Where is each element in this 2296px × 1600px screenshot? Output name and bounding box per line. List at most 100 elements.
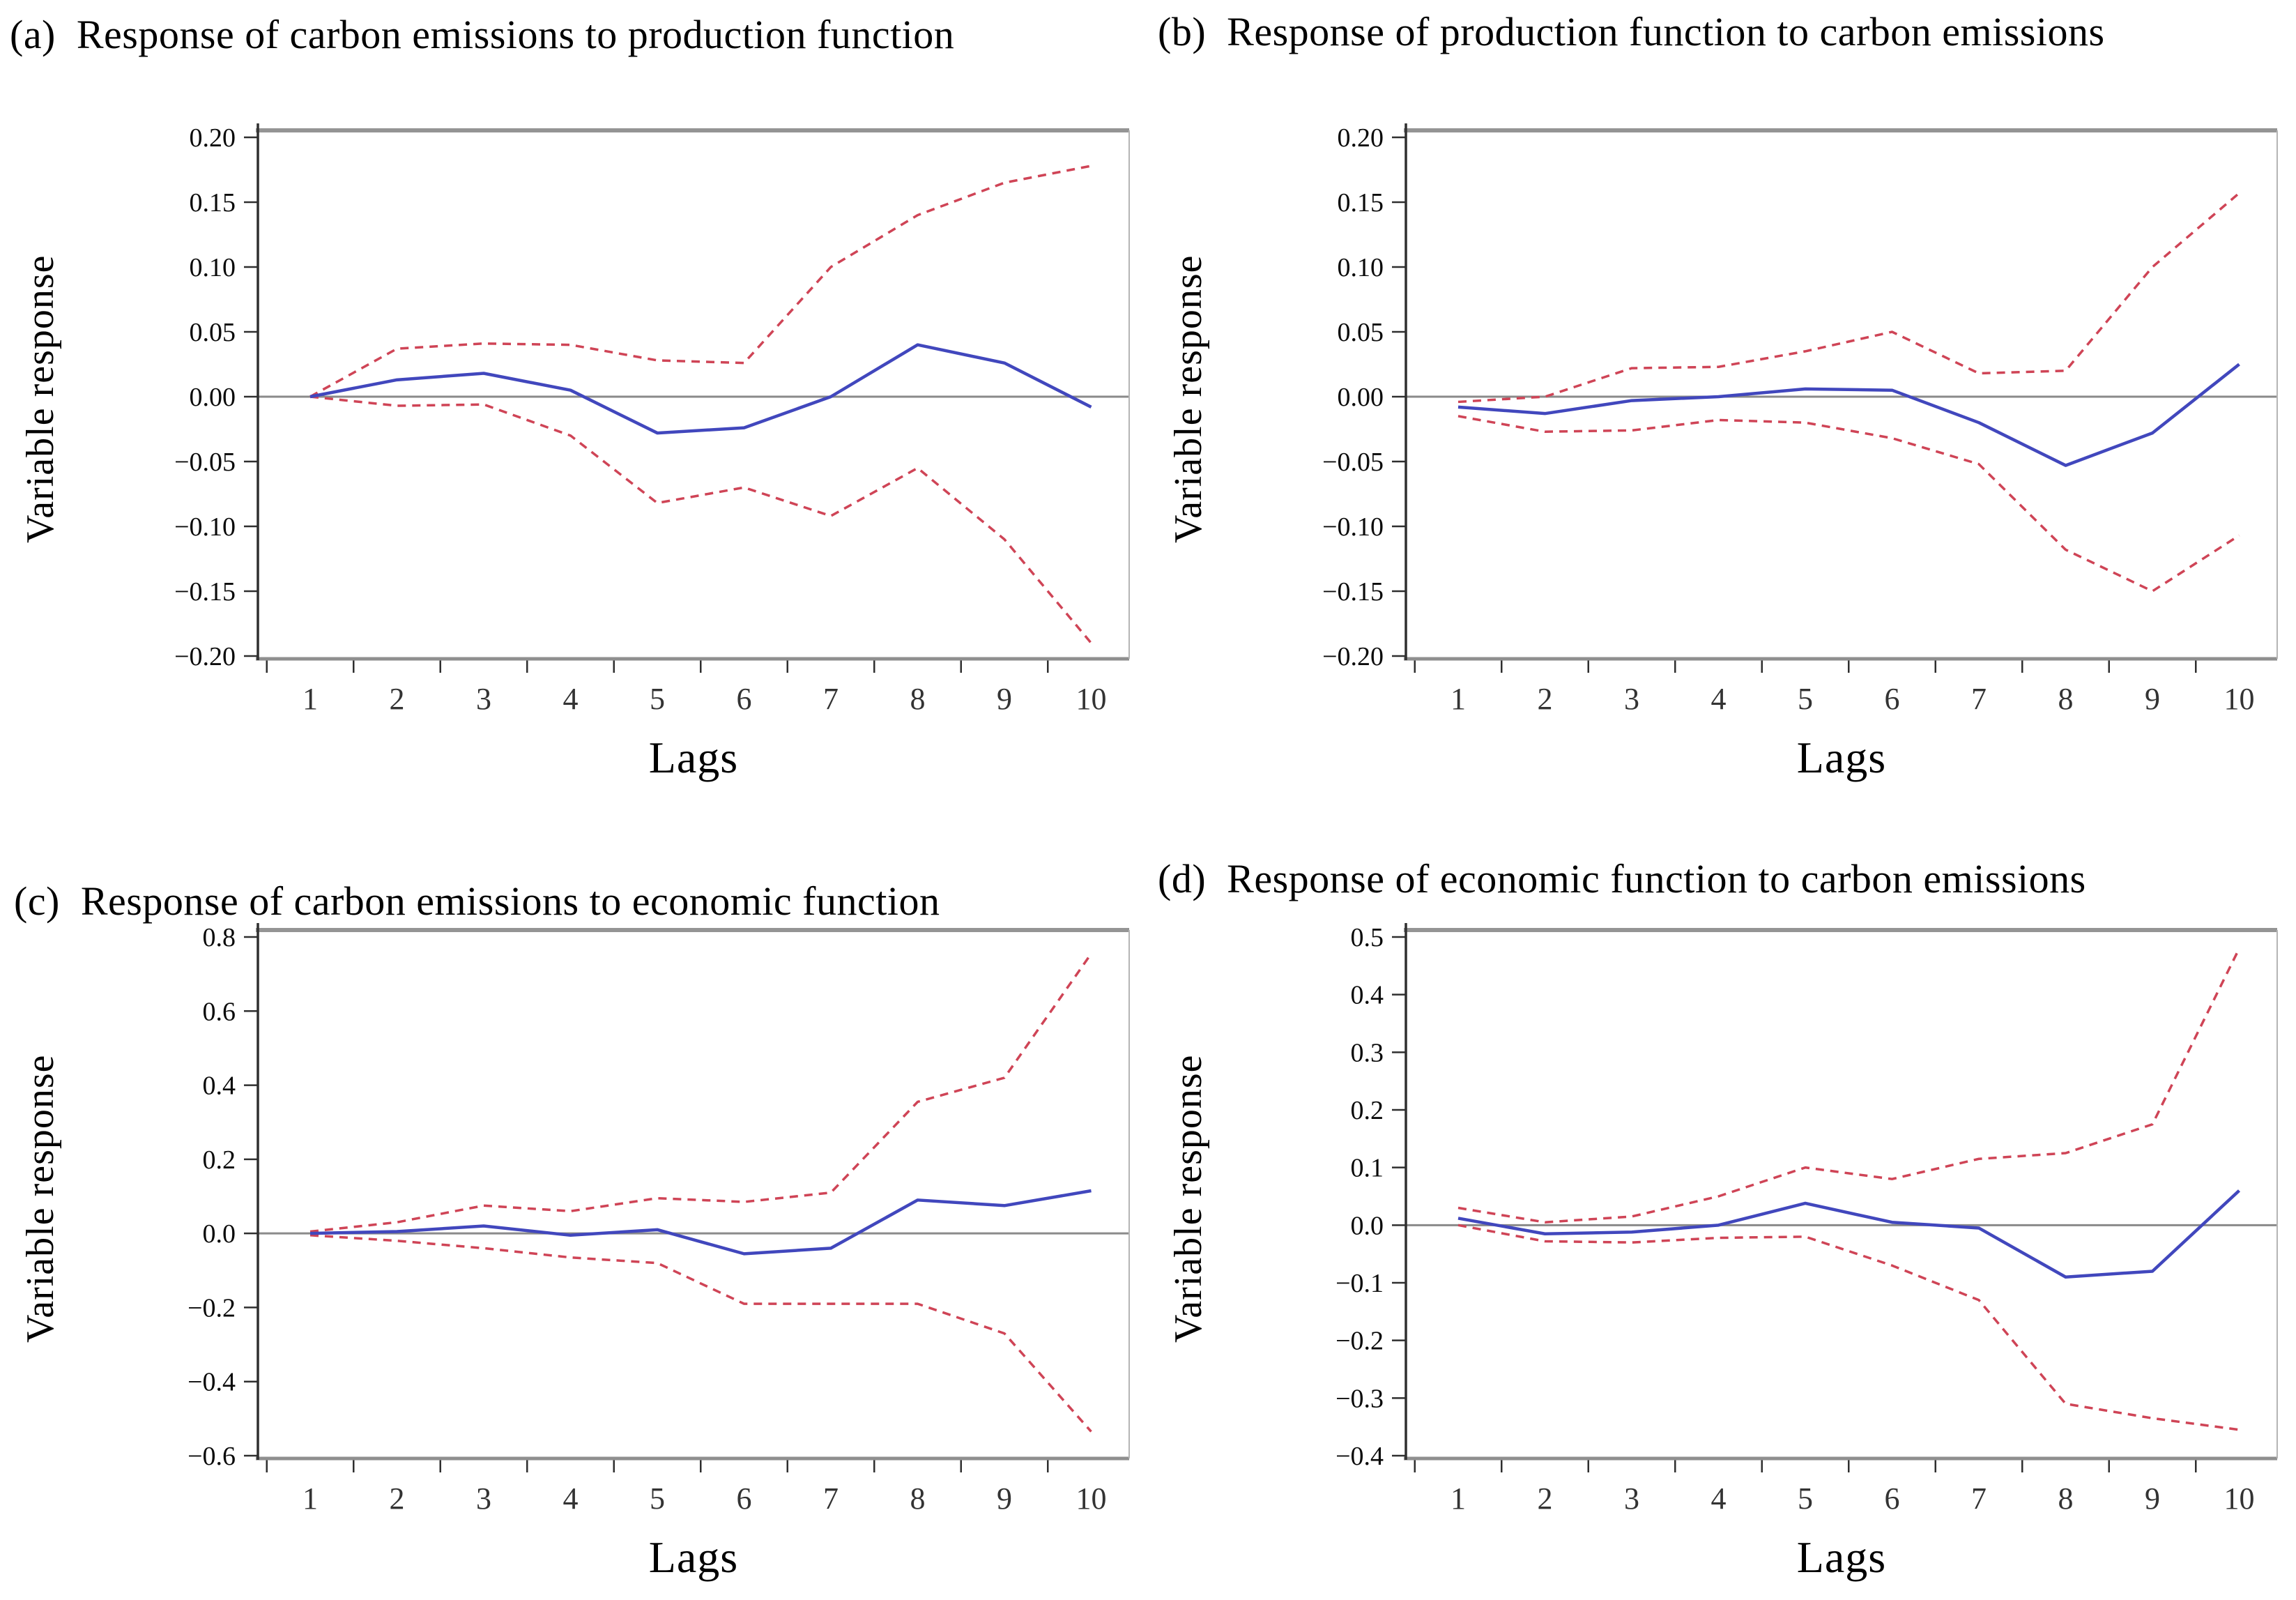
response-line: [1457, 1189, 2241, 1279]
upper-confidence-band-line: [1457, 947, 2241, 1224]
y-tick-label: −0.15: [1322, 577, 1384, 607]
panel-label-c: (c): [14, 878, 60, 924]
x-tick-label: 7: [1971, 682, 1987, 716]
chart-canvas-d: 0.5 0.4 0.3 0.2 0.1 0.0 −0.1 −0.2 −0.3 −0.4 1 2 3 4 5 6…: [1335, 923, 2278, 1516]
lower-confidence-band-line: [309, 1234, 1092, 1433]
x-tick-label: 5: [1798, 1481, 1813, 1516]
x-tick-label: 6: [737, 1481, 752, 1516]
y-tick-label: −0.10: [174, 512, 236, 542]
y-tick-label: 0.05: [190, 318, 236, 347]
panel-title-text-d: Response of economic function to carbon …: [1227, 856, 2086, 901]
panel-label-a: (a): [10, 12, 56, 57]
x-tick-label: 7: [1971, 1481, 1987, 1516]
x-tick-label: 3: [476, 682, 491, 716]
x-tick-label: 2: [390, 682, 405, 716]
y-tick-label: −0.20: [1322, 642, 1384, 671]
y-tick-label: 0.4: [1351, 981, 1384, 1010]
y-tick-label: 0.00: [190, 383, 236, 412]
upper-confidence-band-line: [309, 952, 1092, 1233]
x-axis-title-b: Lags: [1796, 733, 1887, 782]
y-tick-label: 0.0: [1351, 1211, 1384, 1240]
upper-confidence-band-line: [1457, 192, 2240, 404]
x-tick-label: 3: [476, 1481, 491, 1516]
y-tick-label: 0.00: [1338, 383, 1384, 412]
lower-confidence-band-line: [1457, 1224, 2240, 1431]
x-tick-label: 10: [2224, 682, 2255, 716]
chart-title-d: (d) Response of economic function to carb…: [1158, 855, 2086, 902]
x-tick-label: 2: [1538, 682, 1553, 716]
panel-label-d: (d): [1158, 856, 1207, 901]
x-axis-title-c: Lags: [648, 1532, 739, 1582]
x-tick-label: 1: [1451, 1481, 1466, 1516]
x-tick-label: 1: [303, 1481, 318, 1516]
y-tick-label: 0.6: [203, 997, 236, 1026]
y-tick-label: 0.4: [203, 1072, 236, 1101]
response-line: [309, 1189, 1092, 1256]
x-tick-label: 2: [1538, 1481, 1553, 1516]
y-tick-label: −0.2: [1335, 1327, 1384, 1356]
y-tick-label: −0.6: [187, 1442, 236, 1471]
chart-canvas-a: 0.20 0.15 0.10 0.05 0.00 −0.05 −0.10 −0.15 −0.20…: [174, 123, 1130, 716]
x-tick-label: 2: [390, 1481, 405, 1516]
y-tick-label: 0.15: [190, 188, 236, 218]
x-axis-title-d: Lags: [1796, 1532, 1887, 1582]
response-line: [1457, 363, 2240, 467]
y-tick-label: 0.15: [1338, 188, 1384, 218]
y-tick-label: 0.2: [203, 1145, 236, 1175]
panel-b: (b) Response of production function to ca…: [1148, 0, 2296, 800]
x-tick-label: 6: [1885, 682, 1900, 716]
x-tick-label: 7: [823, 1481, 839, 1516]
chart-canvas-b: 0.20 0.15 0.10 0.05 0.00 −0.05 −0.10 −0.15 −0.20…: [1322, 123, 2278, 716]
y-tick-label: −0.15: [174, 577, 236, 607]
x-tick-label: 3: [1624, 682, 1639, 716]
lower-confidence-band-line: [309, 395, 1092, 644]
y-tick-label: −0.10: [1322, 512, 1384, 542]
x-tick-label: 8: [910, 682, 926, 716]
panel-a: (a) Response of carbon emissions to produ…: [0, 0, 1148, 800]
x-tick-label: 4: [1711, 1481, 1727, 1516]
x-tick-label: 7: [823, 682, 839, 716]
x-axis-title-a: Lags: [648, 733, 739, 782]
y-tick-label: 0.05: [1338, 318, 1384, 347]
y-tick-label: −0.05: [1322, 448, 1384, 477]
x-tick-label: 8: [2058, 682, 2074, 716]
panel-title-text-c: Response of carbon emissions to economic…: [80, 878, 940, 924]
x-tick-label: 9: [2145, 682, 2160, 716]
y-tick-label: 0.10: [190, 253, 236, 282]
y-tick-label: −0.4: [187, 1368, 236, 1397]
x-tick-label: 4: [563, 1481, 579, 1516]
y-tick-label: 0.10: [1338, 253, 1384, 282]
x-tick-label: 1: [303, 682, 318, 716]
x-tick-label: 10: [1076, 1481, 1107, 1516]
x-tick-label: 4: [563, 682, 579, 716]
x-tick-label: 10: [2224, 1481, 2255, 1516]
panel-c: (c) Response of carbon emissions to econo…: [0, 800, 1148, 1599]
x-tick-label: 1: [1451, 682, 1466, 716]
y-tick-label: 0.0: [203, 1219, 236, 1249]
y-tick-label: −0.20: [174, 642, 236, 671]
x-tick-label: 5: [650, 682, 665, 716]
panel-d: (d) Response of economic function to carb…: [1148, 800, 2296, 1599]
chart-title-b: (b) Response of production function to ca…: [1158, 8, 2105, 55]
y-tick-label: −0.1: [1335, 1269, 1384, 1298]
y-tick-label: 0.3: [1351, 1038, 1384, 1067]
upper-confidence-band-line: [309, 165, 1092, 398]
y-tick-label: −0.4: [1335, 1442, 1384, 1471]
y-tick-label: 0.20: [190, 123, 236, 153]
y-tick-label: 0.20: [1338, 123, 1384, 153]
x-tick-label: 3: [1624, 1481, 1639, 1516]
chart-canvas-c: 0.8 0.6 0.4 0.2 0.0 −0.2 −0.4 −0.6 1 2 3 4 5 6 7 8 9 10: [187, 923, 1130, 1516]
x-tick-label: 10: [1076, 682, 1107, 716]
x-tick-label: 4: [1711, 682, 1727, 716]
x-tick-label: 5: [1798, 682, 1813, 716]
response-line: [309, 343, 1092, 435]
x-tick-label: 6: [1885, 1481, 1900, 1516]
y-tick-label: −0.2: [187, 1293, 236, 1323]
y-tick-label: 0.1: [1351, 1154, 1384, 1183]
x-tick-label: 6: [737, 682, 752, 716]
chart-title-a: (a) Response of carbon emissions to produ…: [10, 11, 954, 58]
x-tick-label: 8: [2058, 1481, 2074, 1516]
x-tick-label: 9: [997, 1481, 1012, 1516]
lower-confidence-band-line: [1457, 415, 2240, 593]
